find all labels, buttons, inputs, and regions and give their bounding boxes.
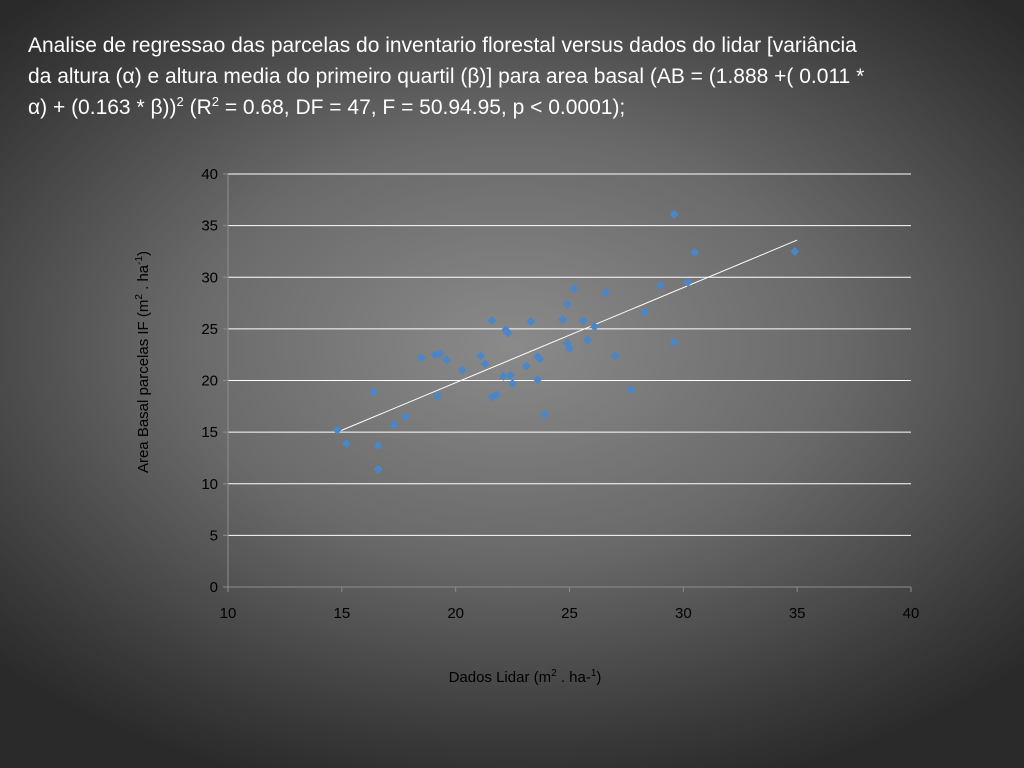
data-point — [432, 391, 442, 401]
title-line-3c: = 0.68, DF = 47, F = 50.94.95, p < 0.000… — [219, 96, 626, 119]
data-point — [569, 284, 579, 294]
data-point — [373, 464, 383, 474]
data-points — [332, 209, 800, 474]
title-sup-1: 2 — [176, 94, 184, 109]
data-point — [690, 247, 700, 257]
data-point — [521, 361, 531, 371]
data-point — [533, 374, 543, 384]
data-point — [503, 328, 513, 338]
x-label-mid: . ha- — [557, 669, 591, 686]
data-point — [508, 379, 518, 389]
data-point — [498, 371, 508, 381]
y-label-main: Area Basal parcelas IF (m — [135, 300, 152, 473]
data-point — [480, 359, 490, 369]
y-tick-label: 10 — [201, 476, 218, 493]
y-tick-label: 30 — [201, 269, 218, 286]
data-point — [562, 299, 572, 309]
title-line-1: Analise de regressao das parcelas do inv… — [28, 34, 857, 57]
data-point — [669, 337, 679, 347]
x-label-main: Dados Lidar (m — [449, 669, 552, 686]
y-label-sup1: 2 — [134, 294, 145, 300]
title-sup-2: 2 — [211, 94, 219, 109]
data-point — [442, 355, 452, 365]
data-point — [578, 316, 588, 326]
data-point — [401, 412, 411, 422]
title-line-3b: (R — [183, 96, 212, 119]
data-point — [476, 351, 486, 361]
data-point — [610, 351, 620, 361]
title-line-3a: α) + (0.163 * β)) — [28, 96, 177, 119]
y-tick-label: 20 — [201, 373, 218, 390]
data-point — [626, 385, 636, 395]
data-point — [369, 387, 379, 397]
trendline — [337, 239, 798, 433]
y-tick-label: 0 — [210, 579, 218, 596]
data-point — [341, 438, 351, 448]
data-point — [332, 425, 342, 435]
data-point — [558, 315, 568, 325]
grid-lines — [228, 173, 911, 536]
data-point — [669, 209, 679, 219]
y-axis-label: Area Basal parcelas IF (m2 . ha-1) — [134, 251, 152, 473]
data-point — [417, 353, 427, 363]
y-label-sup2: -1 — [134, 256, 145, 265]
x-label-end: ) — [596, 669, 601, 686]
x-tick-label: 15 — [333, 605, 350, 622]
x-tick-label: 35 — [789, 605, 806, 622]
data-point — [505, 370, 515, 380]
data-point — [389, 420, 399, 430]
data-point — [683, 277, 693, 287]
x-tick-label: 10 — [220, 605, 237, 622]
data-point — [640, 307, 650, 317]
slide-title: Analise de regressao das parcelas do inv… — [28, 30, 998, 123]
x-tick-label: 30 — [675, 605, 692, 622]
y-label-mid: . ha — [135, 264, 152, 294]
x-tick-label: 20 — [447, 605, 464, 622]
x-label-sup1: 2 — [551, 668, 557, 679]
y-tick-labels: 0 5 10 15 20 25 30 35 40 — [201, 166, 228, 596]
y-tick-label: 35 — [201, 218, 218, 235]
data-point — [656, 281, 666, 291]
x-axis-label: Dados Lidar (m2 . ha-1) — [449, 668, 602, 686]
data-point — [539, 410, 549, 420]
data-point — [565, 343, 574, 353]
y-tick-label: 15 — [201, 424, 218, 441]
data-point — [457, 365, 467, 375]
y-tick-label: 5 — [210, 527, 218, 544]
data-point — [373, 441, 383, 451]
x-tick-label: 25 — [561, 605, 578, 622]
title-line-2: da altura (α) e altura media do primeiro… — [28, 65, 865, 88]
y-tick-label: 25 — [201, 321, 218, 338]
x-label-sup2: 1 — [591, 668, 597, 679]
y-label-end: ) — [135, 251, 152, 256]
data-point — [435, 349, 445, 359]
data-point — [590, 322, 600, 332]
data-point — [790, 246, 800, 256]
data-point — [492, 390, 502, 400]
data-point — [535, 354, 545, 364]
x-tick-labels: 10 15 20 25 30 35 40 — [220, 587, 920, 622]
x-tick-label: 40 — [903, 605, 920, 622]
data-point — [487, 316, 497, 326]
data-point — [526, 317, 536, 327]
data-point — [601, 288, 611, 298]
data-point — [583, 335, 593, 345]
y-tick-label: 40 — [201, 166, 218, 183]
